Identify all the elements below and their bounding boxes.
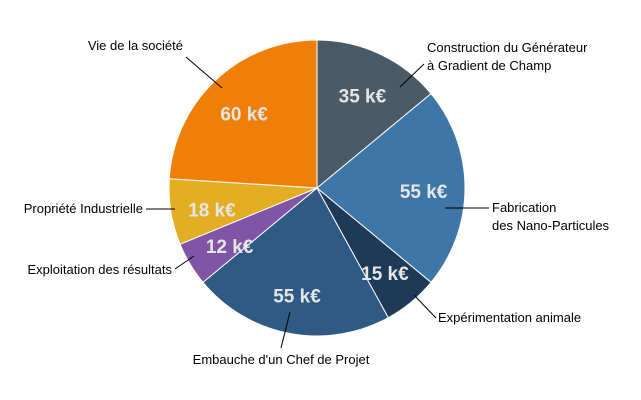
category-label-line: Propriété Industrielle <box>24 201 143 216</box>
leader-line-chef <box>280 311 291 349</box>
leader-line-animale <box>413 294 437 319</box>
category-label-nano: Fabrication des Nano-Particules <box>492 200 610 233</box>
category-label-line: à Gradient de Champ <box>427 58 551 73</box>
category-label-line: Exploitation des résultats <box>27 262 172 277</box>
pie-slice-societe <box>168 39 318 189</box>
category-label-line: Vie de la société <box>88 38 183 53</box>
leader-line-generateur <box>399 63 425 88</box>
category-label-exploitation: Exploitation des résultats <box>27 262 172 277</box>
value-label-propriete: 18 k€ <box>188 200 236 221</box>
pie-slice-nano <box>316 92 466 284</box>
category-label-chef: Embauche d'un Chef de Projet <box>193 352 370 367</box>
value-labels: 35 k€ 55 k€ 15 k€ 55 k€ 12 k€ 18 k€ 60 k€ <box>188 87 448 308</box>
pie-slice-chef <box>202 187 389 337</box>
category-label-line: Embauche d'un Chef de Projet <box>193 352 370 367</box>
category-label-line: Fabrication <box>492 200 556 215</box>
value-label-generateur: 35 k€ <box>339 87 387 108</box>
leader-lines <box>146 56 489 349</box>
category-label-societe: Vie de la société <box>88 38 183 53</box>
leader-line-exploitation <box>174 255 195 270</box>
pie-slice-generateur <box>316 39 432 190</box>
category-label-line: des Nano-Particules <box>492 218 610 233</box>
category-label-animale: Expérimentation animale <box>438 310 581 325</box>
value-label-nano: 55 k€ <box>400 182 448 203</box>
value-label-animale: 15 k€ <box>361 264 409 285</box>
category-labels: Construction du Générateur à Gradient de … <box>24 38 610 367</box>
value-label-chef: 55 k€ <box>273 287 321 308</box>
value-label-exploitation: 12 k€ <box>206 237 254 258</box>
category-label-line: Construction du Générateur <box>427 40 588 55</box>
pie-slices <box>168 39 466 337</box>
category-label-generateur: Construction du Générateur à Gradient de … <box>427 40 588 73</box>
category-label-propriete: Propriété Industrielle <box>24 201 143 216</box>
leader-line-societe <box>185 56 223 89</box>
value-label-societe: 60 k€ <box>220 104 268 125</box>
category-label-line: Expérimentation animale <box>438 310 581 325</box>
